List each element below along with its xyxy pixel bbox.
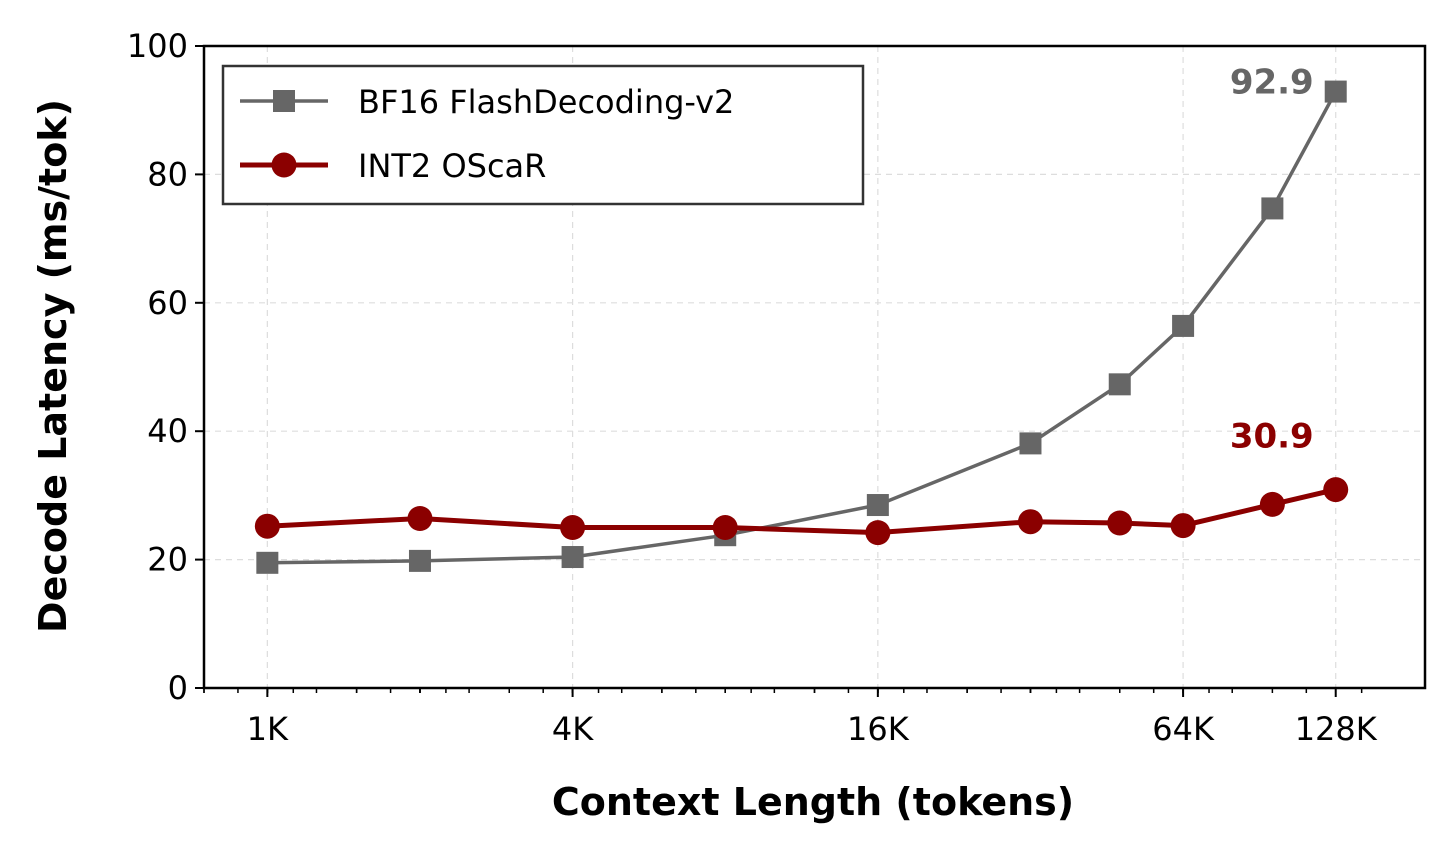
series-line	[267, 487, 1337, 536]
data-point-square	[1261, 197, 1284, 220]
series-layer	[254, 80, 1349, 574]
data-point-square	[561, 546, 584, 569]
data-point-square	[1324, 80, 1347, 103]
legend-marker-square	[273, 90, 295, 112]
series-line	[267, 90, 1338, 565]
y-axis-title: Decode Latency (ms/tok)	[31, 99, 75, 633]
y-tick-label: 80	[147, 155, 188, 193]
series-int2	[254, 477, 1349, 546]
data-point-circle	[1017, 509, 1043, 535]
data-point-square	[866, 494, 889, 517]
x-tick-label: 64K	[1152, 710, 1215, 748]
data-point-square	[256, 551, 279, 574]
data-point-square	[408, 549, 431, 572]
legend: BF16 FlashDecoding-v2 INT2 OScaR	[221, 64, 865, 206]
x-axis-title: Context Length (tokens)	[552, 780, 1074, 824]
legend-label: INT2 OScaR	[358, 147, 546, 185]
data-point-circle	[1107, 510, 1133, 536]
data-point-square	[1108, 373, 1131, 396]
axes: 0 20 40 60 80 100 1K 4K 16K 64K 128K	[127, 27, 1427, 748]
data-point-circle	[1323, 477, 1349, 503]
annotations: 92.9 30.9	[1230, 63, 1314, 457]
y-tick-label: 40	[147, 412, 188, 450]
x-tick-label: 16K	[847, 710, 910, 748]
legend-label: BF16 FlashDecoding-v2	[358, 83, 734, 121]
x-tick-label: 4K	[552, 710, 594, 748]
value-annotation: 30.9	[1230, 417, 1314, 457]
data-point-circle	[865, 520, 891, 546]
data-point-circle	[712, 515, 738, 540]
data-point-circle	[254, 513, 280, 539]
data-point-square	[1172, 314, 1195, 337]
y-tick-label: 20	[147, 541, 188, 579]
data-point-square	[1019, 432, 1042, 455]
y-tick-label: 60	[147, 284, 188, 322]
data-point-circle	[1170, 513, 1196, 539]
y-tick-label: 100	[127, 27, 188, 65]
data-point-circle	[560, 515, 586, 540]
data-point-circle	[1259, 491, 1285, 517]
x-tick-label: 128K	[1295, 710, 1378, 748]
x-tick-label: 1K	[247, 710, 289, 748]
legend-box	[221, 64, 865, 206]
value-annotation: 92.9	[1230, 63, 1314, 103]
data-point-circle	[407, 506, 433, 532]
legend-marker-circle	[271, 152, 297, 178]
y-tick-label: 0	[168, 669, 188, 707]
